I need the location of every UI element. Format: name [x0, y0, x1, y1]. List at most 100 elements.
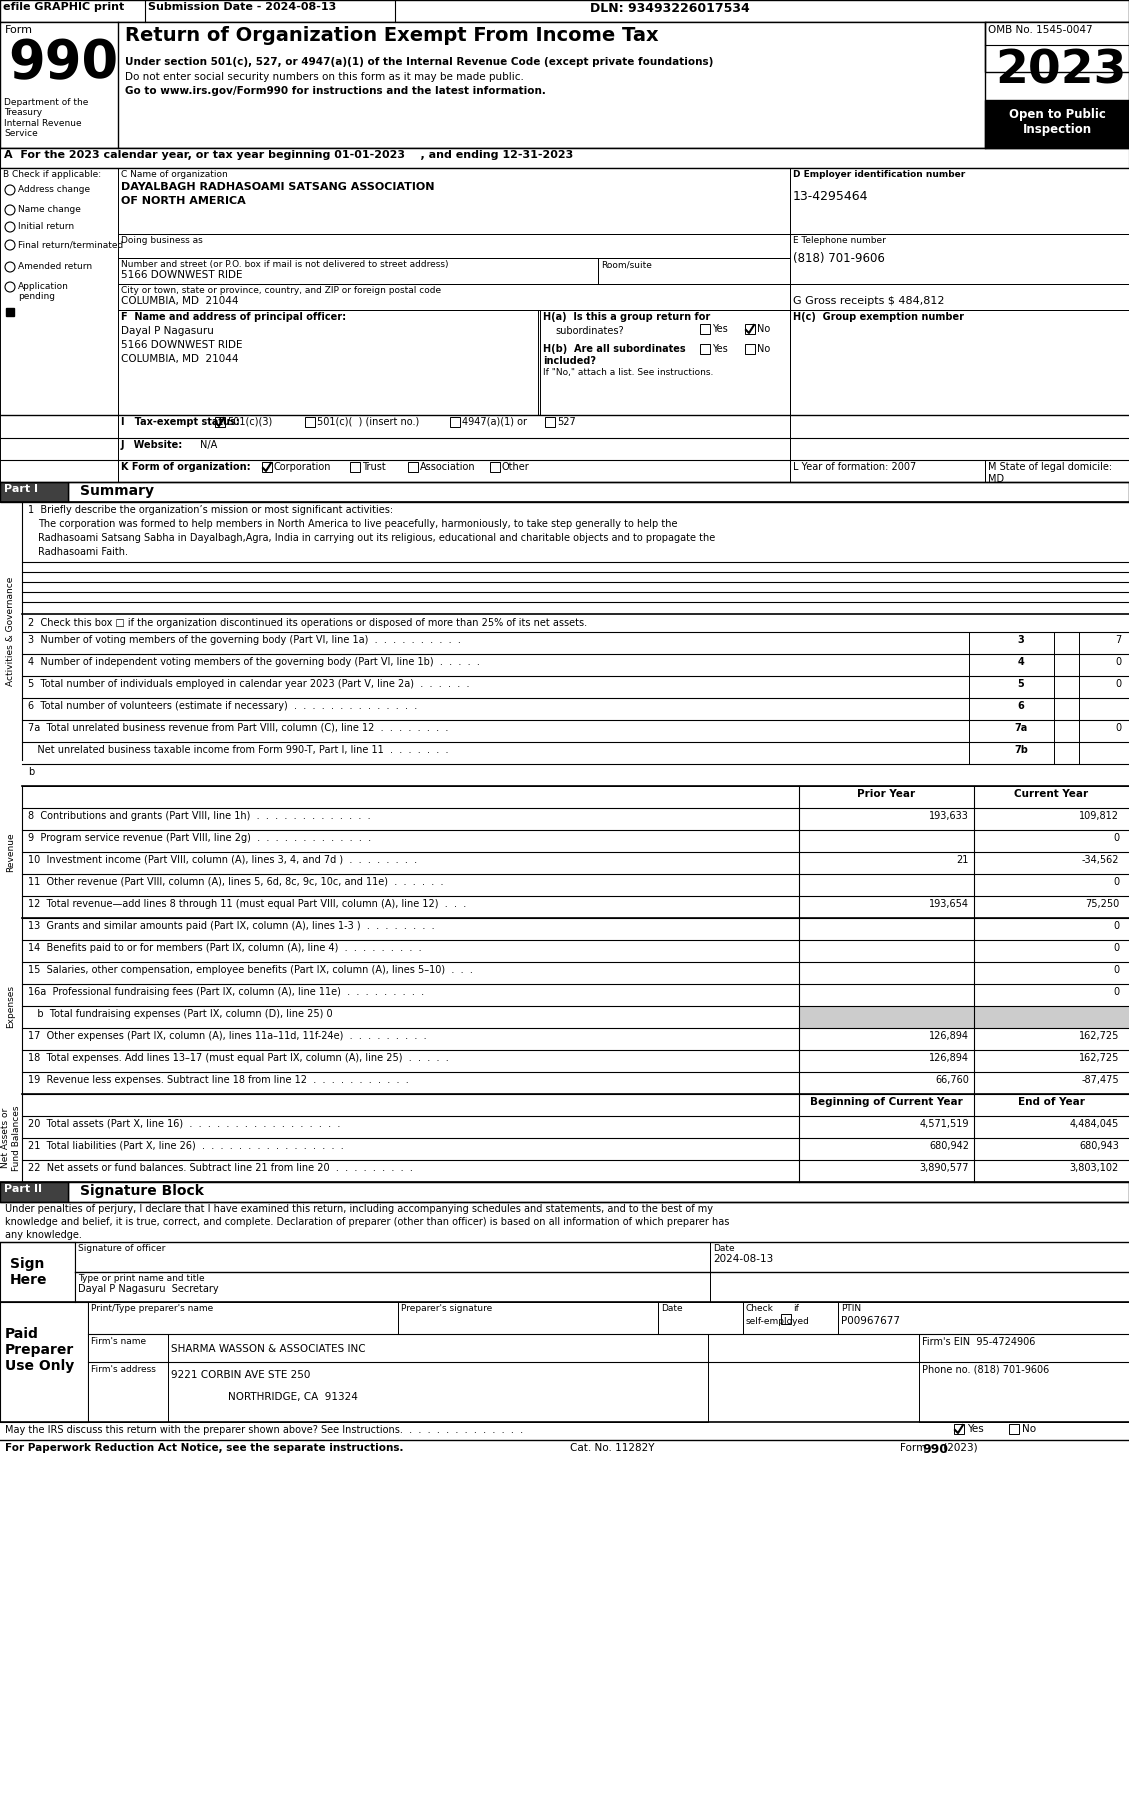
Text: No: No: [758, 324, 770, 333]
Text: if: if: [793, 1305, 799, 1314]
Text: Summary: Summary: [80, 485, 154, 497]
Text: 3  Number of voting members of the governing body (Part VI, line 1a)  .  .  .  .: 3 Number of voting members of the govern…: [28, 634, 461, 645]
Text: 7: 7: [1114, 634, 1121, 645]
Text: any knowledge.: any knowledge.: [5, 1231, 82, 1240]
Text: OMB No. 1545-0047: OMB No. 1545-0047: [988, 25, 1093, 34]
Bar: [799, 1006, 1129, 1027]
Bar: [598, 258, 790, 285]
Text: The corporation was formed to help members in North America to live peacefully, : The corporation was formed to help membe…: [38, 519, 677, 530]
Bar: [0, 1182, 68, 1202]
Bar: [0, 0, 1129, 22]
Text: 1  Briefly describe the organization’s mission or most significant activities:: 1 Briefly describe the organization’s mi…: [28, 505, 393, 515]
Bar: [838, 1303, 1129, 1333]
Text: Date: Date: [660, 1305, 683, 1314]
Bar: [658, 1303, 743, 1333]
Bar: [710, 1272, 1129, 1303]
Text: 126,894: 126,894: [929, 1052, 969, 1063]
Text: 10  Investment income (Part VIII, column (A), lines 3, 4, and 7d )  .  .  .  .  : 10 Investment income (Part VIII, column …: [28, 854, 417, 865]
Text: Beginning of Current Year: Beginning of Current Year: [811, 1097, 963, 1106]
Text: K Form of organization:: K Form of organization:: [121, 461, 251, 472]
Bar: [790, 234, 1129, 285]
Text: 75,250: 75,250: [1085, 899, 1119, 908]
Text: 3,890,577: 3,890,577: [919, 1162, 969, 1173]
Text: 680,942: 680,942: [929, 1141, 969, 1151]
Bar: [0, 168, 119, 497]
Text: b  Total fundraising expenses (Part IX, column (D), line 25) 0: b Total fundraising expenses (Part IX, c…: [28, 1009, 333, 1018]
Text: 5166 DOWNWEST RIDE: 5166 DOWNWEST RIDE: [121, 270, 243, 279]
Bar: [305, 416, 315, 427]
Text: 501(c)(3): 501(c)(3): [227, 416, 272, 427]
Text: Form: Form: [900, 1443, 929, 1452]
Bar: [168, 1362, 708, 1422]
Bar: [6, 308, 14, 315]
Bar: [745, 344, 755, 353]
Text: 6: 6: [1017, 701, 1024, 712]
Bar: [119, 285, 790, 310]
Text: City or town, state or province, country, and ZIP or foreign postal code: City or town, state or province, country…: [121, 287, 441, 296]
Bar: [710, 1242, 1129, 1272]
Text: PTIN: PTIN: [841, 1305, 861, 1314]
Text: 14  Benefits paid to or for members (Part IX, column (A), line 4)  .  .  .  .  .: 14 Benefits paid to or for members (Part…: [28, 942, 421, 953]
Text: 990: 990: [922, 1443, 948, 1456]
Text: 22  Net assets or fund balances. Subtract line 21 from line 20  .  .  .  .  .  .: 22 Net assets or fund balances. Subtract…: [28, 1162, 413, 1173]
Text: 13  Grants and similar amounts paid (Part IX, column (A), lines 1-3 )  .  .  .  : 13 Grants and similar amounts paid (Part…: [28, 921, 435, 932]
Bar: [919, 1362, 1129, 1422]
Text: Signature of officer: Signature of officer: [78, 1243, 165, 1252]
Bar: [700, 344, 710, 353]
Bar: [540, 310, 790, 414]
Bar: [88, 1303, 399, 1333]
Text: (818) 701-9606: (818) 701-9606: [793, 252, 885, 265]
Text: P00967677: P00967677: [841, 1315, 900, 1326]
Bar: [743, 1303, 838, 1333]
Text: DAYALBAGH RADHASOAMI SATSANG ASSOCIATION: DAYALBAGH RADHASOAMI SATSANG ASSOCIATION: [121, 182, 435, 193]
Text: Go to www.irs.gov/Form990 for instructions and the latest information.: Go to www.irs.gov/Form990 for instructio…: [125, 86, 546, 96]
Text: 0: 0: [1113, 921, 1119, 932]
Text: 12  Total revenue—add lines 8 through 11 (must equal Part VIII, column (A), line: 12 Total revenue—add lines 8 through 11 …: [28, 899, 466, 908]
Text: self-employed: self-employed: [746, 1317, 809, 1326]
Text: SHARMA WASSON & ASSOCIATES INC: SHARMA WASSON & ASSOCIATES INC: [170, 1344, 366, 1353]
Text: Date: Date: [714, 1243, 735, 1252]
Text: Firm's name: Firm's name: [91, 1337, 146, 1346]
Text: Activities & Governance: Activities & Governance: [7, 577, 16, 687]
Text: (2023): (2023): [940, 1443, 978, 1452]
Text: 3,803,102: 3,803,102: [1070, 1162, 1119, 1173]
Text: Doing business as: Doing business as: [121, 236, 203, 245]
Text: Phone no. (818) 701-9606: Phone no. (818) 701-9606: [922, 1364, 1049, 1375]
Bar: [969, 654, 1079, 676]
Text: 501(c)(  ) (insert no.): 501(c)( ) (insert no.): [317, 416, 419, 427]
Text: 7a: 7a: [1014, 723, 1027, 733]
Text: Part I: Part I: [5, 485, 38, 494]
Text: B Check if applicable:: B Check if applicable:: [3, 169, 102, 178]
Text: 680,943: 680,943: [1079, 1141, 1119, 1151]
Text: 8  Contributions and grants (Part VIII, line 1h)  .  .  .  .  .  .  .  .  .  .  : 8 Contributions and grants (Part VIII, l…: [28, 811, 370, 822]
Text: 0: 0: [1113, 878, 1119, 887]
Text: Initial return: Initial return: [18, 222, 75, 231]
Text: 4  Number of independent voting members of the governing body (Part VI, line 1b): 4 Number of independent voting members o…: [28, 658, 480, 667]
Text: J   Website:: J Website:: [121, 440, 183, 450]
Bar: [168, 1333, 708, 1362]
Bar: [969, 633, 1079, 654]
Text: 16a  Professional fundraising fees (Part IX, column (A), line 11e)  .  .  .  .  : 16a Professional fundraising fees (Part …: [28, 987, 425, 997]
Text: subordinates?: subordinates?: [555, 326, 623, 335]
Text: Firm's EIN  95-4724906: Firm's EIN 95-4724906: [922, 1337, 1035, 1348]
Text: Radhasoami Satsang Sabha in Dayalbagh,Agra, India in carrying out its religious,: Radhasoami Satsang Sabha in Dayalbagh,Ag…: [38, 533, 716, 542]
Text: Dayal P Nagasuru  Secretary: Dayal P Nagasuru Secretary: [78, 1285, 219, 1294]
Bar: [408, 461, 418, 472]
Text: 9  Program service revenue (Part VIII, line 2g)  .  .  .  .  .  .  .  .  .  .  .: 9 Program service revenue (Part VIII, li…: [28, 833, 371, 843]
Bar: [119, 310, 539, 414]
Bar: [0, 481, 68, 503]
Text: Paid
Preparer
Use Only: Paid Preparer Use Only: [5, 1326, 75, 1373]
Text: 5  Total number of individuals employed in calendar year 2023 (Part V, line 2a) : 5 Total number of individuals employed i…: [28, 679, 470, 688]
Text: Under penalties of perjury, I declare that I have examined this return, includin: Under penalties of perjury, I declare th…: [5, 1204, 714, 1215]
Text: Part II: Part II: [5, 1184, 42, 1195]
Text: Name change: Name change: [18, 205, 81, 214]
Text: For Paperwork Reduction Act Notice, see the separate instructions.: For Paperwork Reduction Act Notice, see …: [5, 1443, 403, 1452]
Text: End of Year: End of Year: [1018, 1097, 1085, 1106]
Bar: [969, 697, 1079, 721]
Text: 2  Check this box □ if the organization discontinued its operations or disposed : 2 Check this box □ if the organization d…: [28, 618, 587, 629]
Text: COLUMBIA, MD  21044: COLUMBIA, MD 21044: [121, 296, 238, 306]
Text: A  For the 2023 calendar year, or tax year beginning 01-01-2023    , and ending : A For the 2023 calendar year, or tax yea…: [5, 150, 574, 160]
Bar: [262, 461, 272, 472]
Text: 17  Other expenses (Part IX, column (A), lines 11a–11d, 11f-24e)  .  .  .  .  . : 17 Other expenses (Part IX, column (A), …: [28, 1031, 427, 1042]
Bar: [984, 99, 1129, 148]
